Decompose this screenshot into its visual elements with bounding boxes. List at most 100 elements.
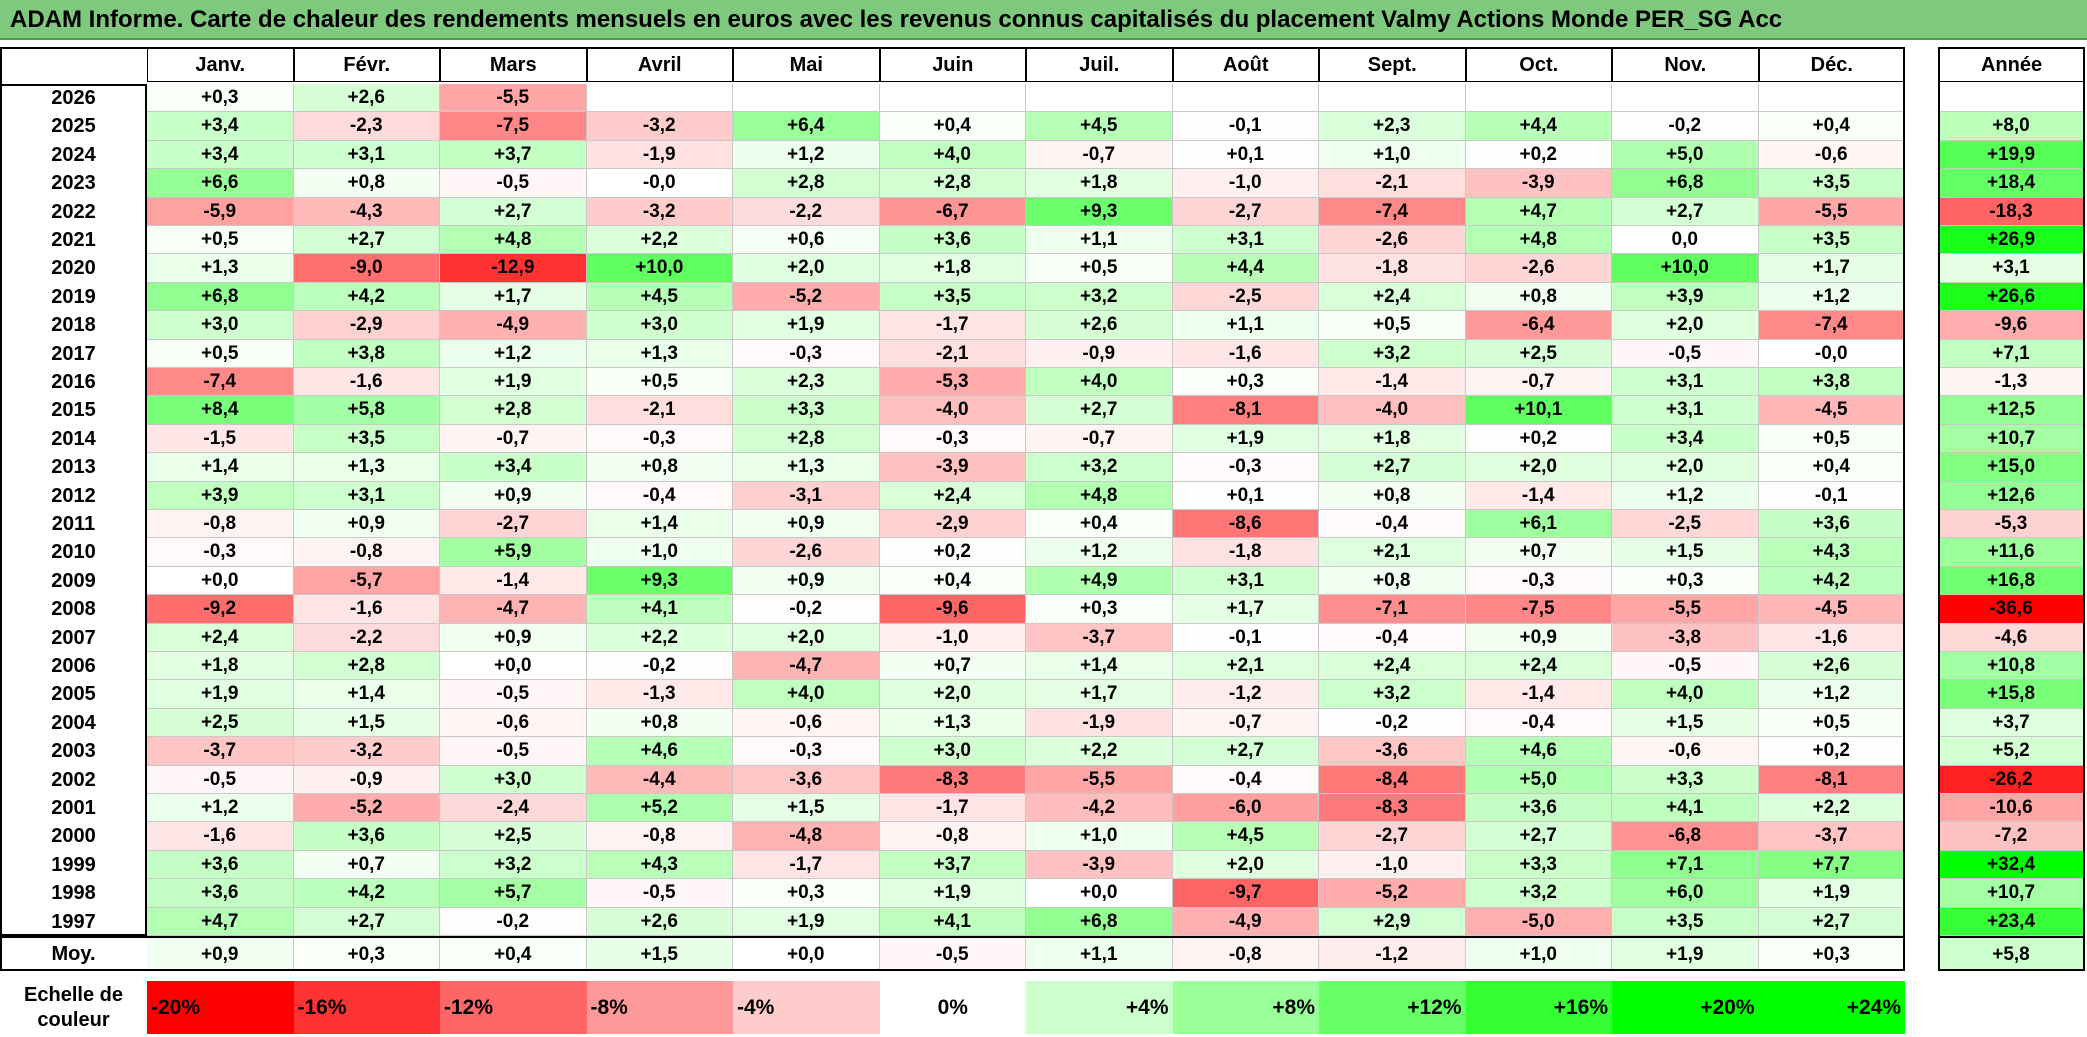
heatmap-cell: +1,2 [733, 140, 880, 170]
heatmap-cell: +2,1 [1172, 652, 1319, 681]
heatmap-cell: -3,2 [586, 112, 733, 141]
heatmap-cell: +5,0 [1465, 765, 1612, 794]
heatmap-cell: +2,7 [293, 907, 440, 936]
heatmap-cell: +3,0 [879, 737, 1026, 766]
heatmap-cell: +0,1 [1172, 481, 1319, 510]
color-scale-swatch: -20% [147, 981, 294, 1034]
heatmap-cell: -3,7 [147, 737, 294, 766]
heatmap-cell: +0,2 [1758, 737, 1905, 766]
heatmap-cell: -0,8 [879, 822, 1026, 851]
heatmap-cell: -0,2 [1319, 708, 1466, 738]
heatmap-cell: -2,3 [293, 112, 440, 141]
heatmap-cell: -1,6 [293, 368, 440, 397]
heatmap-cell: -2,1 [586, 396, 733, 425]
heatmap-cell: -5,3 [879, 368, 1026, 397]
column-header: Janv. [147, 47, 294, 82]
heatmap-cell: +4,1 [1612, 794, 1759, 823]
color-scale-swatch: +16% [1465, 981, 1612, 1034]
color-scale-swatch: +12% [1319, 981, 1466, 1034]
heatmap-cell: +2,4 [147, 623, 294, 652]
heatmap-cell: +1,2 [440, 339, 587, 368]
annual-cell: +15,8 [1938, 680, 2085, 709]
heatmap-cell: +2,0 [733, 623, 880, 652]
heatmap-cell: -8,1 [1172, 396, 1319, 425]
heatmap-cell: +3,1 [1172, 226, 1319, 255]
heatmap-cell: +1,2 [1612, 481, 1759, 510]
heatmap-cell: +6,1 [1465, 510, 1612, 539]
annual-cell: +10,7 [1938, 424, 2085, 454]
heatmap-cell: +1,4 [147, 453, 294, 482]
heatmap-cell: +0,7 [1465, 538, 1612, 567]
heatmap-cell: +4,2 [293, 282, 440, 312]
heatmap-cell: +4,7 [1465, 197, 1612, 226]
heatmap-cell: +1,5 [293, 708, 440, 738]
heatmap-cell: +2,6 [1758, 652, 1905, 681]
heatmap-cell: -6,4 [1465, 311, 1612, 340]
heatmap-cell: +1,9 [147, 680, 294, 709]
heatmap-cell: -5,5 [1758, 197, 1905, 226]
row-year-label: 2001 [0, 794, 147, 823]
heatmap-cell: -4,4 [586, 765, 733, 794]
heatmap-cell: +1,5 [733, 794, 880, 823]
heatmap-cell: -3,2 [293, 737, 440, 766]
heatmap-cell: +2,9 [1319, 907, 1466, 936]
heatmap-cell: -1,4 [1319, 368, 1466, 397]
heatmap-cell: +3,7 [879, 850, 1026, 880]
heatmap-cell: +2,3 [1319, 112, 1466, 141]
heatmap-cell: -0,1 [1172, 623, 1319, 652]
heatmap-cell: -2,6 [1465, 254, 1612, 283]
heatmap-cell: +0,9 [293, 510, 440, 539]
heatmap-cell: +3,1 [293, 481, 440, 510]
row-year-label: 2012 [0, 481, 147, 510]
heatmap-cell: +3,1 [293, 140, 440, 170]
heatmap-cell: +2,5 [1465, 339, 1612, 368]
heatmap-cell: +2,8 [879, 169, 1026, 198]
annual-cell: +10,8 [1938, 652, 2085, 681]
average-cell: -1,2 [1319, 938, 1466, 971]
row-year-label: 1997 [0, 907, 147, 936]
row-year-label: 2006 [0, 652, 147, 681]
color-scale-swatch: 0% [879, 981, 1026, 1034]
heatmap-cell: -1,3 [586, 680, 733, 709]
heatmap-cell: +6,4 [733, 112, 880, 141]
heatmap-cell: -0,2 [1612, 112, 1759, 141]
heatmap-cell: +7,7 [1758, 850, 1905, 880]
heatmap-cell: -7,5 [1465, 595, 1612, 624]
heatmap-cell: -2,7 [1319, 822, 1466, 851]
heatmap-cell: +4,3 [586, 850, 733, 880]
heatmap-cell: +4,7 [147, 907, 294, 936]
heatmap-cell: +3,3 [1612, 765, 1759, 794]
heatmap-cell: -0,4 [1319, 623, 1466, 652]
heatmap-cell: +3,2 [1465, 879, 1612, 908]
heatmap-cell: +0,2 [1465, 424, 1612, 454]
heatmap-cell [1026, 84, 1173, 113]
heatmap-cell [1758, 84, 1905, 113]
heatmap-cell: -3,2 [586, 197, 733, 226]
heatmap-cell: -1,0 [879, 623, 1026, 652]
heatmap-cell: -4,8 [733, 822, 880, 851]
heatmap-cell: +0,9 [733, 510, 880, 539]
heatmap-cell [1319, 84, 1466, 113]
row-year-label: 2014 [0, 424, 147, 454]
column-header: Mars [440, 47, 587, 82]
row-year-label: 2008 [0, 595, 147, 624]
heatmap-cell: +0,4 [1758, 453, 1905, 482]
annual-cell: +5,2 [1938, 737, 2085, 766]
heatmap-cell: +0,9 [733, 566, 880, 596]
heatmap-cell: +1,3 [733, 453, 880, 482]
heatmap-cell: -6,8 [1612, 822, 1759, 851]
heatmap-cell: -0,2 [586, 652, 733, 681]
heatmap-cell: +3,2 [1319, 680, 1466, 709]
heatmap-cell: -0,4 [586, 481, 733, 510]
heatmap-cell: +2,7 [1319, 453, 1466, 482]
heatmap-cell: +3,3 [1465, 850, 1612, 880]
heatmap-cell: +0,2 [879, 538, 1026, 567]
annual-cell: -26,2 [1938, 765, 2085, 794]
row-year-label: 2017 [0, 339, 147, 368]
heatmap-cell: -0,5 [1612, 652, 1759, 681]
color-scale-swatch: +4% [1026, 981, 1173, 1034]
heatmap-cell: +2,3 [733, 368, 880, 397]
heatmap-cell: +1,0 [1026, 822, 1173, 851]
heatmap-cell: -8,3 [1319, 794, 1466, 823]
heatmap-cell: +3,5 [1612, 907, 1759, 936]
